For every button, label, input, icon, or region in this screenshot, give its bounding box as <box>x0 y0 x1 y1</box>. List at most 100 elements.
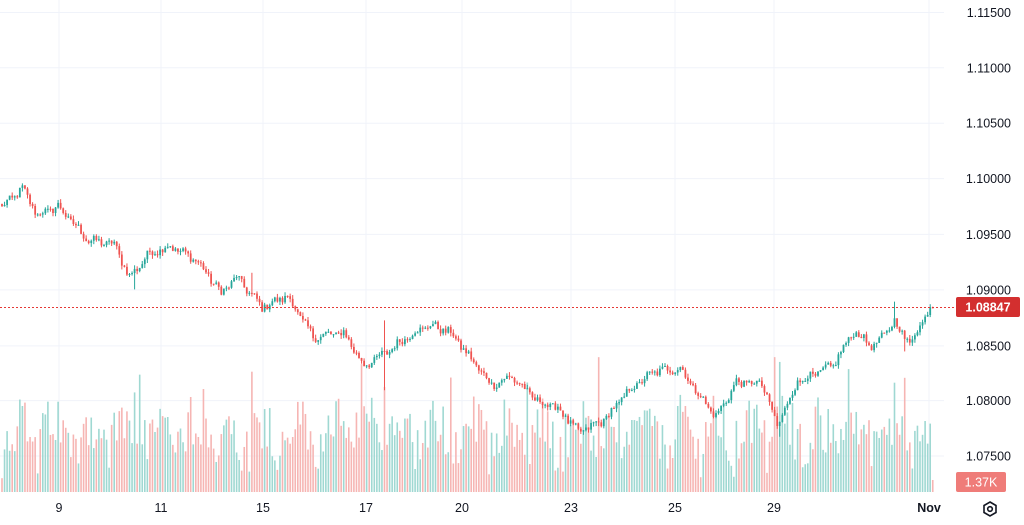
candle-body <box>146 250 149 260</box>
volume-bar <box>559 436 562 492</box>
volume-bar <box>274 460 276 492</box>
candle-body <box>873 343 875 351</box>
volume-bar <box>437 441 439 492</box>
candle-body <box>314 338 317 342</box>
candle-body <box>692 383 694 386</box>
volume-bar <box>353 447 355 492</box>
volume-bar <box>340 425 342 492</box>
candle-body <box>465 348 467 354</box>
candle-body <box>590 422 592 430</box>
time-axis[interactable]: 9 11 15 17 20 23 25 29 Nov <box>56 501 941 515</box>
volume-bar <box>368 421 370 492</box>
candle-body <box>319 336 322 341</box>
volume-bar <box>439 434 442 492</box>
candle-body <box>457 338 460 341</box>
volume-bar <box>669 445 671 492</box>
candle-body <box>819 370 822 372</box>
candle-body <box>29 194 31 205</box>
candle-body <box>541 401 544 406</box>
volume-bar <box>388 423 391 492</box>
volume-bar <box>179 428 182 492</box>
volume-bar <box>684 405 687 492</box>
candle-body <box>546 404 549 408</box>
candle-body <box>745 380 748 383</box>
volume-bar <box>641 425 643 492</box>
candle-body <box>582 430 585 432</box>
volume-bar <box>233 420 235 492</box>
candle-body <box>353 346 355 353</box>
volume-bar <box>574 429 577 492</box>
candle-body <box>304 319 307 321</box>
candle-body <box>110 240 113 244</box>
volume-bar <box>164 417 166 492</box>
candle-body <box>878 337 881 343</box>
candle-body <box>166 246 169 248</box>
candle-body <box>539 397 541 402</box>
volume-bar <box>363 406 365 492</box>
volume-bar <box>108 467 110 492</box>
candle-body <box>307 320 309 327</box>
candle-body <box>90 240 93 244</box>
candle-body <box>506 375 508 379</box>
candle-body <box>414 333 416 336</box>
candle-body <box>926 315 929 317</box>
volume-bar <box>781 395 784 492</box>
volume-bar <box>536 409 539 492</box>
candle-body <box>643 379 646 384</box>
volume-bar <box>893 382 896 492</box>
volume-bar <box>656 421 659 492</box>
volume-bar <box>424 420 427 492</box>
volume-bar <box>452 463 455 492</box>
candle-body <box>766 392 768 395</box>
volume-badge: 1.37K <box>956 472 1006 492</box>
volume-bar <box>348 427 350 492</box>
volume-bar <box>572 419 574 492</box>
candle-body <box>712 411 715 417</box>
volume-bar <box>24 402 26 492</box>
volume-bar <box>200 444 202 492</box>
volume-bar <box>710 423 712 492</box>
candle-body <box>526 388 529 390</box>
candle-body <box>281 297 284 303</box>
candle-body <box>245 287 248 294</box>
volume-bar <box>661 425 664 492</box>
volume-bar <box>814 406 817 492</box>
candle-body <box>557 406 559 410</box>
candle-body <box>363 360 365 367</box>
candle-body <box>618 402 620 404</box>
candle-body <box>266 304 269 310</box>
candle-body <box>194 259 197 262</box>
candle-body <box>462 348 465 350</box>
candle-body <box>477 365 480 371</box>
volume-bar <box>725 450 727 492</box>
volume-bar <box>455 432 457 492</box>
candle-body <box>44 208 47 214</box>
candles <box>1 183 934 437</box>
volume-bar <box>600 446 603 492</box>
candle-body <box>3 204 6 207</box>
candle-body <box>651 371 654 373</box>
volume-bar <box>564 413 567 492</box>
volume-bar <box>121 407 123 492</box>
volume-bar <box>929 423 931 492</box>
volume-bar <box>587 415 590 492</box>
candle-body <box>179 250 182 252</box>
candle-body <box>258 298 261 303</box>
volume-bar <box>427 447 429 492</box>
volume-bar <box>850 412 852 492</box>
candle-body <box>411 335 414 339</box>
volume-bar <box>516 424 518 492</box>
volume-bar <box>697 438 699 492</box>
volume-bar <box>518 439 521 492</box>
candle-body <box>536 397 539 401</box>
candle-body <box>495 387 498 389</box>
volume-bar <box>337 398 340 492</box>
volume-bar <box>552 421 554 492</box>
volume-bar <box>633 420 636 492</box>
volume-bar <box>931 480 934 492</box>
price-axis[interactable]: 1.11500 1.11000 1.10500 1.10000 1.09500 1.090… <box>966 6 1011 464</box>
volume-bar <box>896 423 898 492</box>
settings-button[interactable] <box>976 498 1000 518</box>
